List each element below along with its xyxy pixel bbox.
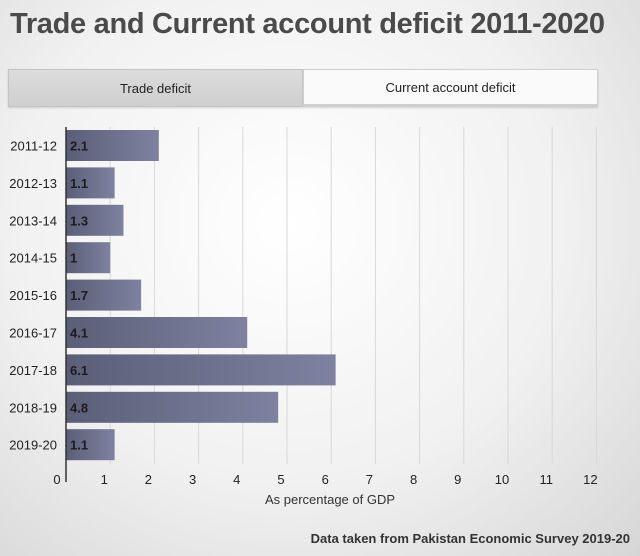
data-label: 1 [70,251,77,266]
bar [66,130,159,161]
bar [66,317,248,348]
data-label: 4.1 [70,326,88,341]
data-label: 6.1 [70,363,88,378]
bar [66,429,115,461]
bar [66,279,142,311]
category-label: 2019-20 [9,438,57,453]
x-tick-label: 0 [53,472,60,487]
category-label: 2013-14 [9,213,57,228]
category-label: 2018-19 [9,400,57,415]
tab-current-account-deficit[interactable]: Current account deficit [303,69,598,107]
bar [66,167,115,199]
category-label: 2015-16 [9,288,57,303]
category-label: 2012-13 [9,176,57,191]
data-label: 1.1 [70,438,88,453]
bar [66,391,279,423]
category-label: 2014-15 [9,251,57,266]
x-tick-label: 3 [189,472,196,487]
bar [66,354,336,386]
x-tick-label: 5 [277,472,284,487]
category-label: 2011-12 [10,139,57,154]
x-tick-label: 4 [233,472,240,487]
bar [66,204,124,236]
chart-title: Trade and Current account deficit 2011-2… [10,8,605,40]
data-label: 4.8 [70,400,88,415]
x-tick-label: 2 [145,472,152,487]
data-label: 1.1 [70,176,88,191]
x-tick-label: 10 [495,472,509,487]
data-label: 1.3 [70,213,88,228]
data-label: 2.1 [70,139,88,154]
tab-trade-deficit[interactable]: Trade deficit [8,69,303,107]
category-label: 2016-17 [9,326,57,341]
x-axis-label: As percentage of GDP [265,492,395,507]
x-tick-label: 1 [101,472,108,487]
x-tick-label: 8 [410,472,417,487]
source-note: Data taken from Pakistan Economic Survey… [310,531,630,546]
x-tick-label: 6 [322,472,329,487]
tab-bar: Trade deficit Current account deficit [8,69,598,107]
x-tick-label: 12 [583,472,597,487]
x-tick-label: 7 [366,472,373,487]
x-tick-label: 9 [454,472,461,487]
bar [66,242,111,274]
data-label: 1.7 [70,288,88,303]
x-tick-label: 11 [539,472,553,487]
category-label: 2017-18 [9,363,57,378]
